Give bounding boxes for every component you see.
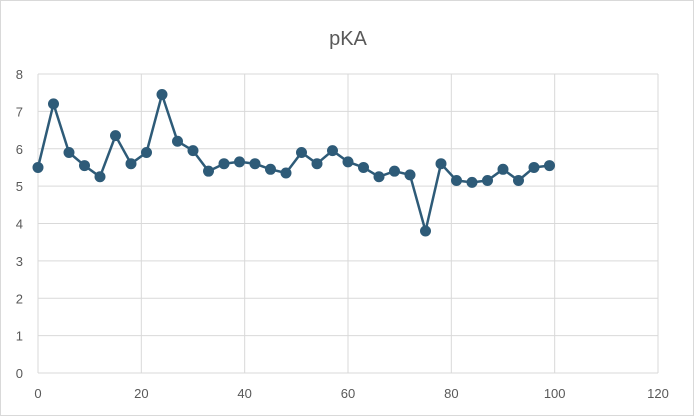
x-tick-label: 0	[34, 386, 41, 401]
data-point	[234, 156, 245, 168]
x-tick-label: 100	[544, 386, 566, 401]
data-point	[32, 161, 44, 173]
y-tick-label: 7	[16, 104, 23, 119]
data-point	[48, 98, 59, 110]
data-point	[482, 175, 493, 187]
data-point	[311, 158, 323, 170]
y-tick-label: 5	[16, 179, 23, 194]
data-point	[466, 176, 478, 188]
data-point	[265, 163, 276, 175]
data-point	[249, 158, 261, 170]
y-tick-label: 1	[16, 329, 23, 344]
series-line	[36, 93, 550, 233]
y-tick-label: 2	[16, 291, 23, 306]
y-tick-label: 3	[16, 254, 23, 269]
data-point	[358, 161, 369, 173]
data-point	[296, 146, 307, 158]
data-point	[94, 171, 106, 183]
series-pka	[32, 89, 555, 237]
data-point	[544, 160, 555, 172]
y-tick-label: 4	[16, 217, 23, 232]
x-tick-label: 60	[341, 386, 355, 401]
data-point	[63, 146, 75, 158]
data-point	[218, 158, 230, 170]
y-tick-label: 6	[16, 142, 23, 157]
data-point	[172, 135, 183, 147]
x-tick-label: 120	[647, 386, 669, 401]
data-point	[156, 89, 168, 101]
chart-title: pKA	[329, 28, 367, 50]
data-point	[187, 145, 199, 157]
x-tick-label: 20	[134, 386, 148, 401]
data-point	[404, 169, 416, 181]
data-point	[203, 165, 214, 177]
data-point	[389, 165, 400, 177]
data-point	[497, 163, 509, 175]
data-point	[280, 167, 292, 179]
x-tick-label: 80	[444, 386, 458, 401]
y-tick-label: 0	[16, 366, 23, 381]
data-point	[110, 130, 121, 142]
data-point	[373, 171, 385, 183]
data-point	[342, 156, 354, 168]
data-point	[79, 160, 90, 172]
data-point	[435, 158, 447, 170]
y-tick-label: 8	[16, 67, 23, 82]
data-point	[327, 145, 338, 157]
data-point	[451, 175, 462, 187]
x-tick-label: 40	[237, 386, 251, 401]
data-point	[125, 158, 137, 170]
data-point	[420, 225, 431, 237]
data-point	[513, 175, 524, 187]
data-point	[141, 146, 152, 158]
data-point	[528, 161, 540, 173]
gridlines	[37, 73, 659, 374]
